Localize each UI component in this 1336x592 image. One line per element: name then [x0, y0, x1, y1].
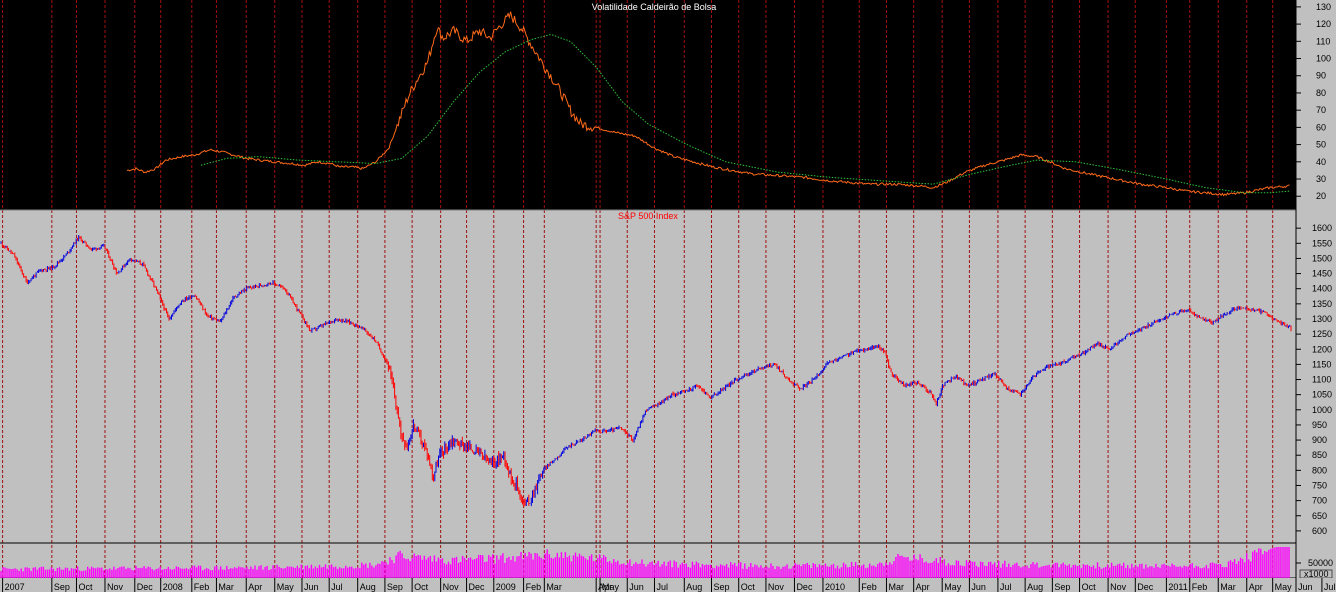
x-tick-label: May	[277, 582, 295, 592]
y-tick-label: 50000	[1308, 558, 1333, 568]
x-tick-label: Jul	[1324, 582, 1336, 592]
x-tick-label: Jun	[304, 582, 319, 592]
y-tick-label: 700	[1312, 496, 1327, 506]
x-tick-label: Dec	[1137, 582, 1154, 592]
x-tick-label: Apr	[1249, 582, 1263, 592]
x-tick-label: Sep	[1054, 582, 1070, 592]
x-axis-strip	[0, 578, 1336, 592]
x-tick-label: Oct	[78, 582, 93, 592]
y-tick-label: 1450	[1312, 269, 1332, 279]
x-tick-label: Oct	[1082, 582, 1097, 592]
x-tick-label: Dec	[796, 582, 813, 592]
y-tick-label: 1000	[1312, 405, 1332, 415]
x-tick-label: Jun	[1298, 582, 1313, 592]
y-tick-label: 850	[1312, 450, 1327, 460]
y-tick-label: 1200	[1312, 344, 1332, 354]
x-tick-label: Jun	[971, 582, 986, 592]
y-tick-label: 70	[1316, 105, 1326, 115]
x-tick-label: Nov	[768, 582, 785, 592]
x-tick-label: Mar	[546, 582, 562, 592]
x-tick-label: 2011	[1168, 582, 1187, 592]
x-tick-label: Feb	[194, 582, 210, 592]
x-tick-label: Mar	[218, 582, 234, 592]
y-tick-label: 60	[1316, 122, 1326, 132]
y-tick-label: 1250	[1312, 329, 1332, 339]
y-tick-label: 750	[1312, 480, 1327, 490]
x-tick-label: Aug	[686, 582, 702, 592]
y-tick-label: 1050	[1312, 390, 1332, 400]
x-tick-label: Jul	[1000, 582, 1012, 592]
x-tick-label: Nov	[1110, 582, 1127, 592]
y-tick-label: 30	[1316, 174, 1326, 184]
x-tick-label: Feb	[1192, 582, 1208, 592]
y-tick-label: 20	[1316, 191, 1326, 201]
y-tick-label: 1100	[1312, 375, 1331, 385]
x-tick-label: 2007	[5, 582, 25, 592]
y-tick-label: 1500	[1312, 253, 1332, 263]
x-tick-label: Aug	[1027, 582, 1043, 592]
x-tick-label: Apr	[248, 582, 262, 592]
x-tick-label: Mar	[888, 582, 904, 592]
x-tick-label: Sep	[714, 582, 730, 592]
x-tick-label: Oct	[414, 582, 429, 592]
x-tick-label: Apr	[598, 582, 612, 592]
x-tick-label: May	[944, 582, 962, 592]
volatility-chart-title: Volatilidade Caldeirão de Bolsa	[592, 2, 717, 12]
y-tick-label: 1150	[1312, 359, 1331, 369]
y-tick-label: 110	[1316, 36, 1330, 46]
y-tick-label: 50	[1316, 140, 1326, 150]
volume-bars	[0, 547, 1290, 578]
x-tick-label: 2009	[496, 582, 516, 592]
y-tick-label: 40	[1316, 157, 1326, 167]
y-tick-label: 1600	[1312, 223, 1332, 233]
x-tick-label: Nov	[107, 582, 124, 592]
y-tick-label: 1550	[1312, 238, 1332, 248]
x-tick-label: Dec	[469, 582, 486, 592]
ohlc-bars	[0, 235, 1292, 507]
y-tick-label: 130	[1316, 2, 1331, 12]
y-tick-label: 100	[1316, 54, 1331, 64]
x-tick-label: Apr	[916, 582, 930, 592]
volatility-pane-background	[0, 0, 1296, 210]
y-tick-label: 950	[1312, 420, 1327, 430]
y-tick-label: 1300	[1312, 314, 1332, 324]
price-pane-background	[0, 210, 1296, 543]
y-tick-label: 900	[1312, 435, 1327, 445]
x-tick-label: Jun	[629, 582, 644, 592]
x-tick-label: Sep	[387, 582, 403, 592]
y-tick-label: 600	[1312, 526, 1327, 536]
x-tick-label: Sep	[54, 582, 70, 592]
y-tick-label: 80	[1316, 88, 1326, 98]
y-tick-label: 1350	[1312, 299, 1332, 309]
x-tick-label: Dec	[137, 582, 154, 592]
x-tick-label: 2010	[825, 582, 845, 592]
x-tick-label: Aug	[360, 582, 376, 592]
x-tick-label: Jul	[656, 582, 668, 592]
x-tick-label: Nov	[443, 582, 460, 592]
x-tick-label: May	[602, 582, 620, 592]
y-tick-label: 120	[1316, 19, 1331, 29]
price-chart-title: S&P 500 Index	[618, 211, 678, 221]
x-tick-label: Jul	[331, 582, 343, 592]
y-tick-label: 800	[1312, 465, 1327, 475]
x-tick-label: Feb	[861, 582, 877, 592]
x-tick-label: Feb	[526, 582, 542, 592]
x-tick-label: Mar	[1220, 582, 1236, 592]
x-tick-label: May	[1275, 582, 1293, 592]
y-tick-label: 1400	[1312, 284, 1332, 294]
volatility-series-line	[126, 11, 1290, 197]
y-axis-strip	[1296, 0, 1336, 592]
x-tick-label: Oct	[741, 582, 756, 592]
volatility-average-line	[200, 34, 1290, 194]
x-tick-label: 2008	[163, 582, 183, 592]
y-tick-label: 90	[1316, 71, 1326, 81]
y-tick-label: 650	[1312, 511, 1327, 521]
volume-unit-label: x1000	[1304, 569, 1329, 579]
